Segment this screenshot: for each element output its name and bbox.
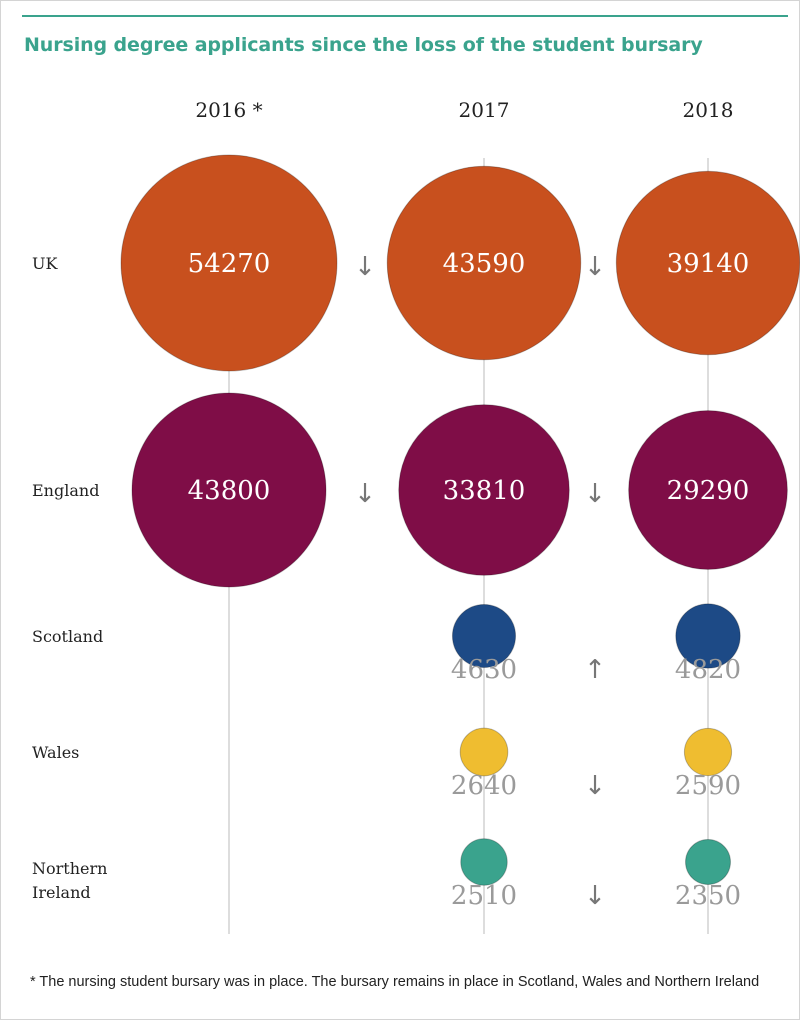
bubble-uk-2017	[386, 165, 582, 361]
top-rule	[22, 15, 788, 17]
bubble-northern-ireland-2017	[460, 838, 508, 886]
value-label-england-2017: 33810	[443, 476, 526, 506]
value-label-england-2018: 29290	[667, 476, 750, 506]
value-label-scotland-2017: 4630	[451, 655, 517, 685]
value-label-uk-2017: 43590	[443, 249, 526, 279]
row-label-uk: UK	[32, 254, 58, 273]
value-label-england-2016: 43800	[188, 476, 271, 506]
trend-arrow-england-1: ↓	[354, 479, 376, 509]
bubble-england-2016	[131, 392, 327, 588]
bubble-wales-2017	[459, 727, 509, 777]
column-label-2018: 2018	[683, 98, 734, 122]
column-label-2016: 2016 *	[195, 98, 262, 122]
value-label-wales-2018: 2590	[675, 771, 741, 801]
value-label-northern-ireland-2018: 2350	[675, 881, 741, 911]
footnote: * The nursing student bursary was in pla…	[30, 974, 760, 990]
value-label-uk-2018: 39140	[667, 249, 750, 279]
value-label-northern-ireland-2017: 2510	[451, 881, 517, 911]
row-label-wales: Wales	[32, 743, 79, 762]
trend-arrow-northern-ireland-2: ↓	[584, 881, 606, 911]
bubble-wales-2018	[683, 727, 733, 777]
value-label-uk-2016: 54270	[188, 249, 271, 279]
row-label-northern-ireland: Northern Ireland	[32, 859, 107, 902]
row-label-scotland: Scotland	[32, 627, 103, 646]
bubble-scotland-2018	[675, 603, 741, 669]
bubble-england-2018	[628, 410, 788, 570]
value-label-wales-2017: 2640	[451, 771, 517, 801]
bubble-scotland-2017	[451, 603, 517, 669]
row-label-england: England	[32, 481, 99, 500]
bubble-northern-ireland-2018	[685, 839, 731, 885]
column-label-2017: 2017	[459, 98, 510, 122]
chart-title: Nursing degree applicants since the loss…	[24, 34, 703, 56]
trend-arrow-scotland-2: ↑	[584, 655, 606, 685]
trend-arrow-england-2: ↓	[584, 479, 606, 509]
trend-arrow-wales-2: ↓	[584, 771, 606, 801]
value-label-scotland-2018: 4820	[675, 655, 741, 685]
trend-arrow-uk-1: ↓	[354, 252, 376, 282]
bubble-uk-2016	[120, 154, 338, 372]
trend-arrow-uk-2: ↓	[584, 252, 606, 282]
bubble-england-2017	[398, 404, 570, 576]
